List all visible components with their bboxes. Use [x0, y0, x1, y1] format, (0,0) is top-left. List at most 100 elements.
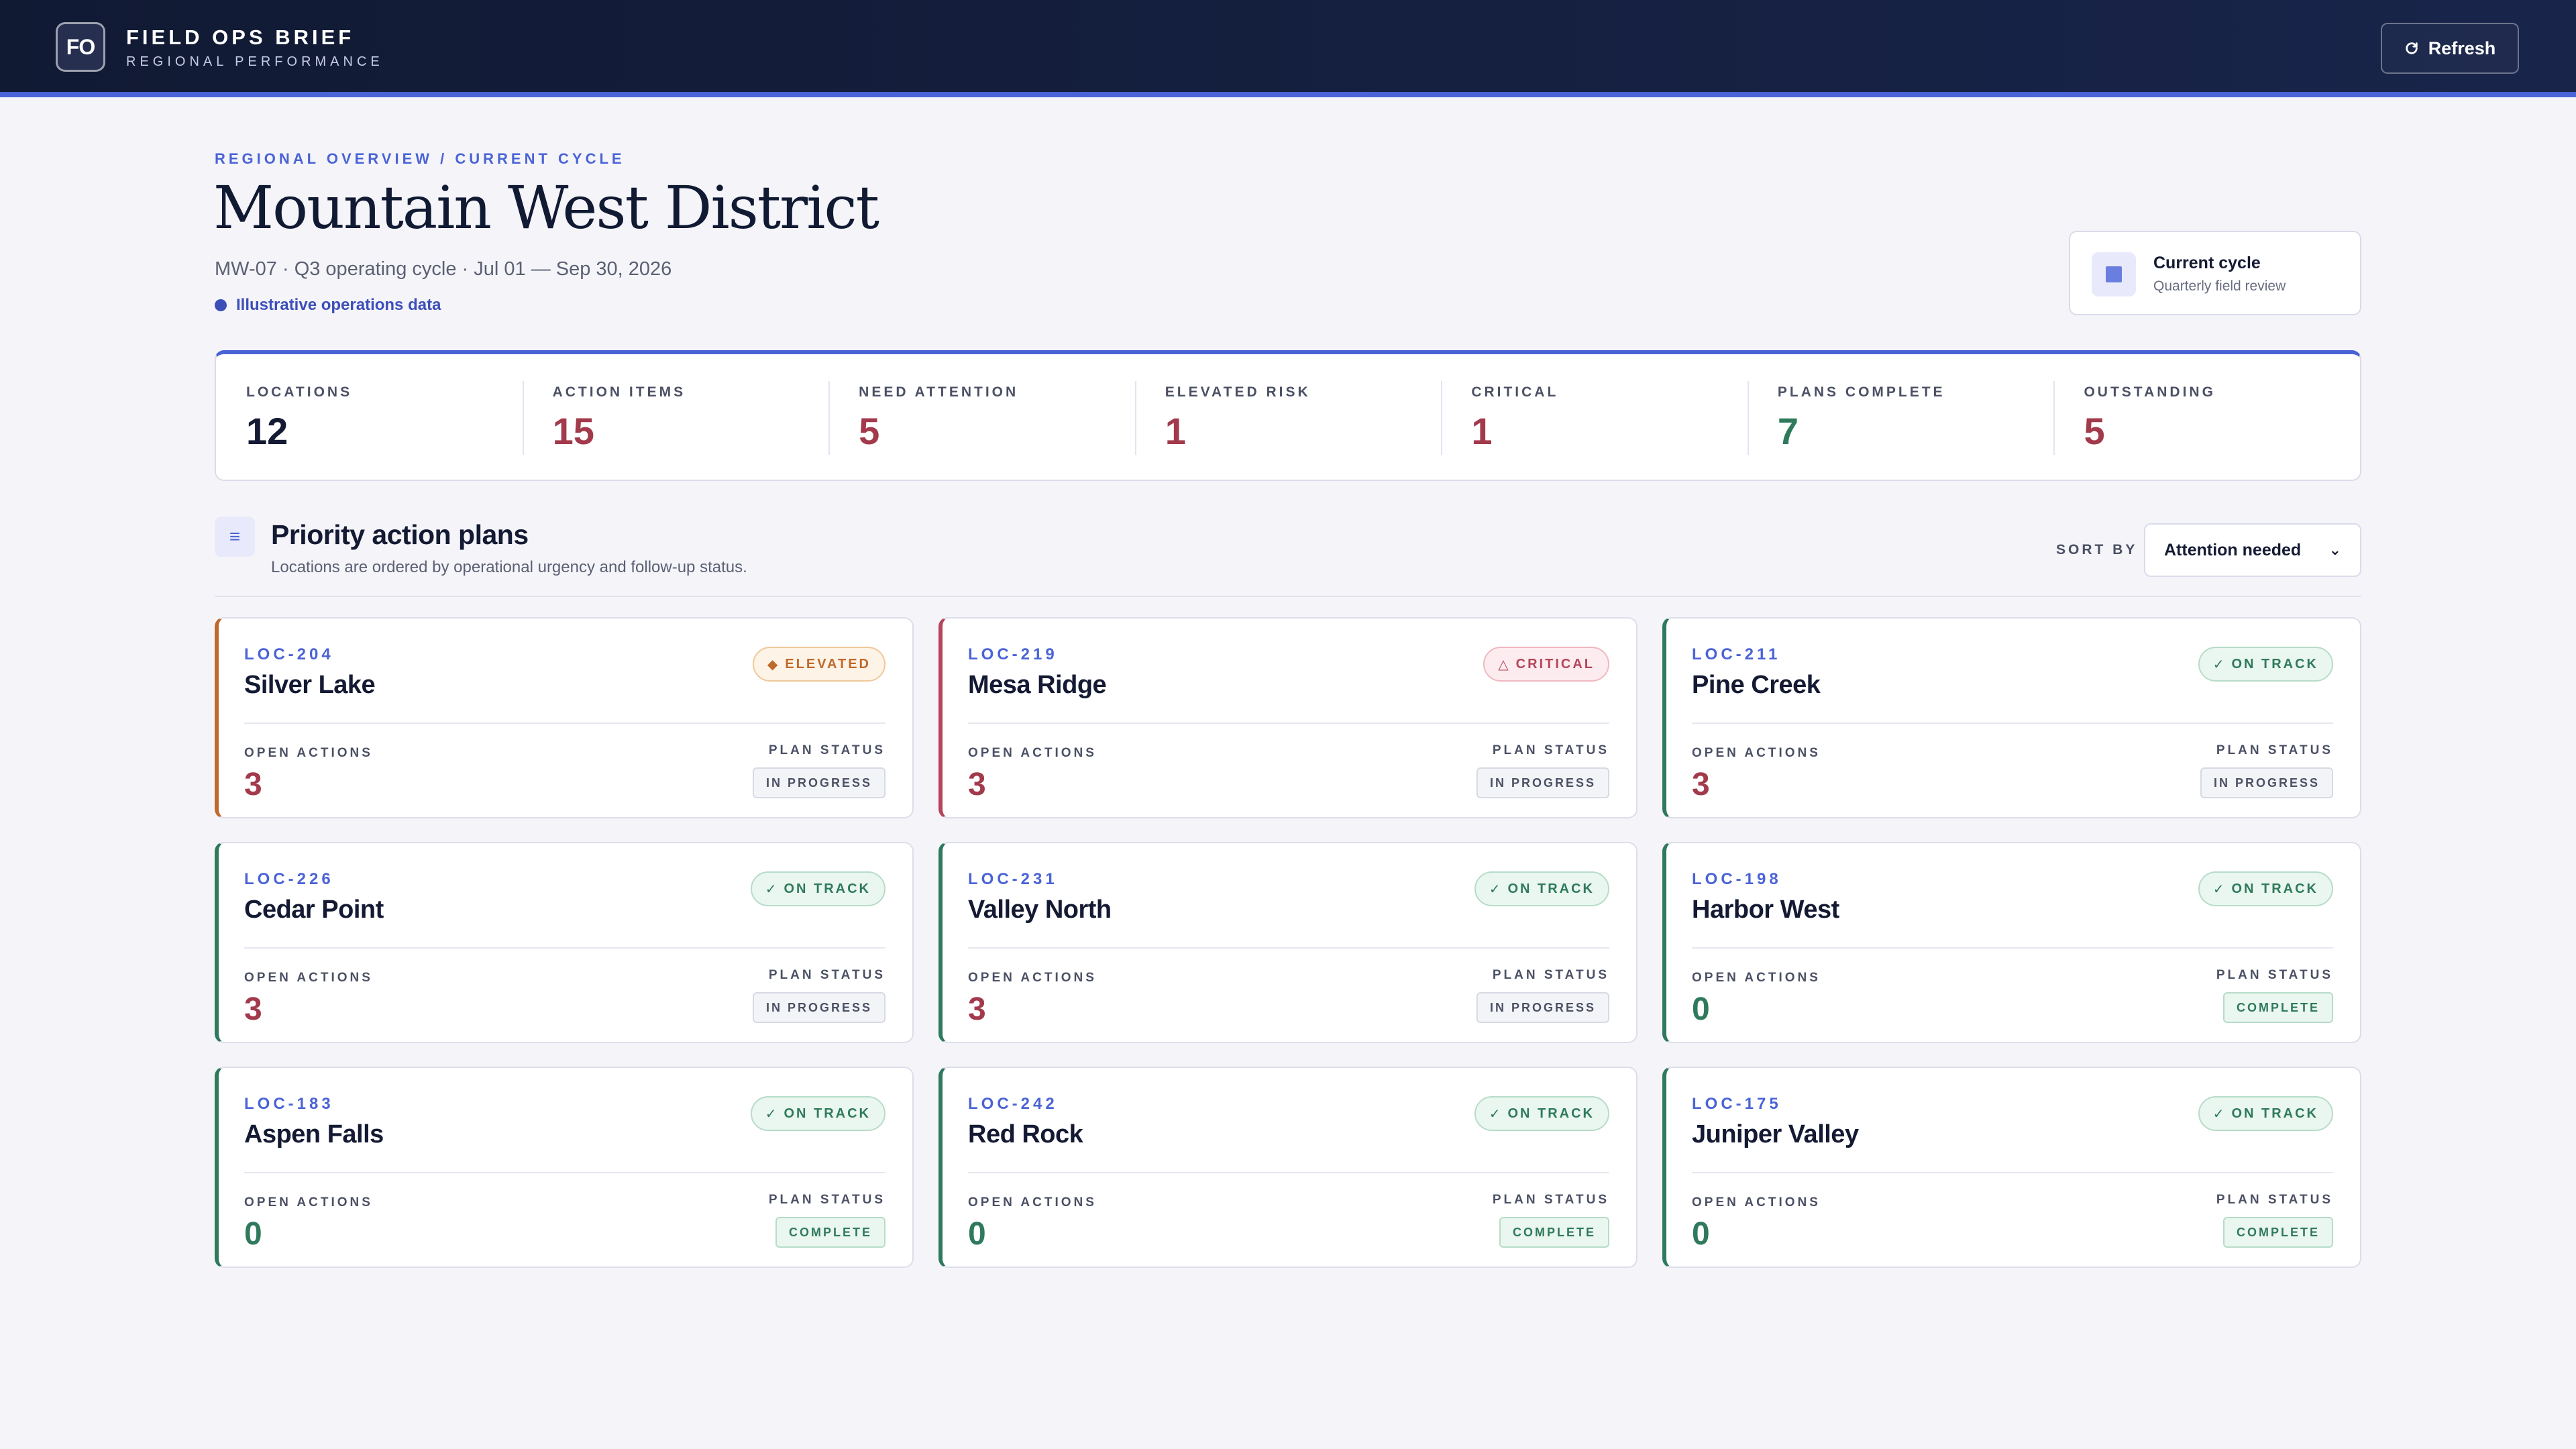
location-card[interactable]: LOC-204 Silver Lake ◆ ELEVATED OPEN ACTIONS 3… [215, 617, 914, 818]
card-divider [1692, 722, 2333, 724]
location-card[interactable]: LOC-242 Red Rock ✓ ON TRACK OPEN ACTIONS 0 PLA… [938, 1067, 1638, 1268]
action-plan-grid: LOC-204 Silver Lake ◆ ELEVATED OPEN ACTIONS 3… [215, 617, 2361, 1268]
status-badge-label: ON TRACK [784, 1106, 871, 1121]
open-actions-value: 0 [1692, 1216, 1710, 1252]
sort-dropdown[interactable]: Attention needed ⌄ [2144, 523, 2361, 577]
location-code: LOC-242 [968, 1095, 1058, 1113]
breadcrumb: REGIONAL OVERVIEW / CURRENT CYCLE [215, 150, 625, 167]
section-title: Priority action plans [271, 519, 529, 550]
open-actions-value: 3 [968, 991, 986, 1027]
stat-item: ACTION ITEMS 15 [522, 354, 829, 480]
stat-label: CRITICAL [1471, 384, 1559, 400]
stat-item: PLANS COMPLETE 7 [1747, 354, 2054, 480]
location-name: Juniper Valley [1692, 1120, 1859, 1148]
stat-value: 1 [1471, 410, 1493, 452]
warning-icon: △ [1498, 657, 1511, 672]
status-badge: ✓ ON TRACK [1474, 871, 1609, 906]
status-badge: ✓ ON TRACK [750, 1096, 885, 1131]
card-divider [1692, 947, 2333, 949]
location-name: Red Rock [968, 1120, 1083, 1148]
plan-status-label: PLAN STATUS [2216, 968, 2333, 982]
plan-status-label: PLAN STATUS [1492, 743, 1609, 757]
open-actions-value: 3 [244, 767, 262, 802]
stat-label: OUTSTANDING [2084, 384, 2216, 400]
stat-label: PLANS COMPLETE [1777, 384, 1945, 400]
brand-subtitle: REGIONAL PERFORMANCE [126, 54, 384, 69]
open-actions-label: OPEN ACTIONS [1692, 1195, 1821, 1210]
plan-status-label: PLAN STATUS [768, 968, 885, 982]
status-badge-label: CRITICAL [1515, 656, 1595, 672]
open-actions-label: OPEN ACTIONS [244, 971, 373, 985]
card-divider [244, 722, 885, 724]
status-badge: ✓ ON TRACK [2198, 871, 2333, 906]
status-badge: ✓ ON TRACK [2198, 1096, 2333, 1131]
location-card[interactable]: LOC-211 Pine Creek ✓ ON TRACK OPEN ACTIONS 3 P… [1662, 617, 2361, 818]
location-card[interactable]: LOC-183 Aspen Falls ✓ ON TRACK OPEN ACTIONS 0… [215, 1067, 914, 1268]
check-icon: ✓ [1489, 881, 1503, 897]
plan-status-badge: IN PROGRESS [752, 767, 885, 798]
location-name: Silver Lake [244, 671, 376, 699]
summary-stats: LOCATIONS 12 ACTION ITEMS 15 NEED ATTENTION 5… [215, 350, 2361, 481]
data-note: Illustrative operations data [215, 296, 441, 315]
location-code: LOC-183 [244, 1095, 334, 1113]
plan-status-badge: IN PROGRESS [1476, 767, 1609, 798]
location-name: Mesa Ridge [968, 671, 1107, 699]
location-card[interactable]: LOC-226 Cedar Point ✓ ON TRACK OPEN ACTIONS 3… [215, 842, 914, 1043]
status-badge: ✓ ON TRACK [2198, 647, 2333, 682]
status-badge-label: ON TRACK [2231, 656, 2318, 672]
card-divider [244, 1172, 885, 1173]
plan-status-label: PLAN STATUS [1492, 968, 1609, 982]
check-icon: ✓ [2212, 657, 2226, 672]
location-name: Aspen Falls [244, 1120, 384, 1148]
card-divider [968, 947, 1609, 949]
plan-status-badge: IN PROGRESS [2200, 767, 2333, 798]
refresh-button[interactable]: Refresh [2381, 23, 2519, 74]
card-divider [968, 722, 1609, 724]
location-name: Pine Creek [1692, 671, 1821, 699]
location-card[interactable]: LOC-175 Juniper Valley ✓ ON TRACK OPEN ACTIO… [1662, 1067, 2361, 1268]
cycle-square-icon [2092, 252, 2136, 297]
stat-value: 5 [859, 410, 880, 452]
plan-status-label: PLAN STATUS [2216, 743, 2333, 757]
status-badge: △ CRITICAL [1483, 647, 1609, 682]
stat-value: 5 [2084, 410, 2105, 452]
open-actions-label: OPEN ACTIONS [968, 746, 1097, 760]
location-card[interactable]: LOC-231 Valley North ✓ ON TRACK OPEN ACTIONS… [938, 842, 1638, 1043]
open-actions-value: 3 [968, 767, 986, 802]
location-card[interactable]: LOC-198 Harbor West ✓ ON TRACK OPEN ACTIONS 0… [1662, 842, 2361, 1043]
status-dot-icon [215, 299, 227, 311]
stat-value: 15 [552, 410, 594, 452]
status-badge-label: ON TRACK [784, 881, 871, 896]
brand-logo: FO [56, 22, 105, 72]
location-code: LOC-198 [1692, 870, 1782, 888]
sort-label: SORT BY [2056, 542, 2138, 557]
stat-item: CRITICAL 1 [1441, 354, 1748, 480]
status-badge-label: ELEVATED [785, 656, 871, 672]
plan-status-badge: COMPLETE [775, 1217, 885, 1248]
section-divider [215, 596, 2361, 597]
plan-status-badge: COMPLETE [2222, 992, 2333, 1023]
plan-status-badge: COMPLETE [1499, 1217, 1609, 1248]
plan-status-badge: IN PROGRESS [1476, 992, 1609, 1023]
open-actions-value: 3 [1692, 767, 1710, 802]
location-card[interactable]: LOC-219 Mesa Ridge △ CRITICAL OPEN ACTIONS 3 P… [938, 617, 1638, 818]
open-actions-value: 0 [1692, 991, 1710, 1027]
location-name: Valley North [968, 896, 1112, 924]
stat-label: ACTION ITEMS [552, 384, 686, 400]
cycle-title: Current cycle [2153, 254, 2261, 272]
diamond-icon: ◆ [767, 657, 780, 672]
open-actions-value: 0 [244, 1216, 262, 1252]
stat-item: LOCATIONS 12 [216, 354, 523, 480]
page-meta: MW-07 · Q3 operating cycle · Jul 01 — Se… [215, 258, 672, 280]
status-badge-label: ON TRACK [2231, 881, 2318, 896]
status-badge-label: ON TRACK [2231, 1106, 2318, 1121]
location-code: LOC-211 [1692, 645, 1781, 663]
plan-status-label: PLAN STATUS [768, 743, 885, 757]
location-code: LOC-175 [1692, 1095, 1782, 1113]
open-actions-label: OPEN ACTIONS [244, 1195, 373, 1210]
open-actions-label: OPEN ACTIONS [244, 746, 373, 760]
location-name: Cedar Point [244, 896, 384, 924]
check-icon: ✓ [765, 881, 779, 897]
location-code: LOC-219 [968, 645, 1058, 663]
cycle-subtitle: Quarterly field review [2153, 278, 2286, 294]
